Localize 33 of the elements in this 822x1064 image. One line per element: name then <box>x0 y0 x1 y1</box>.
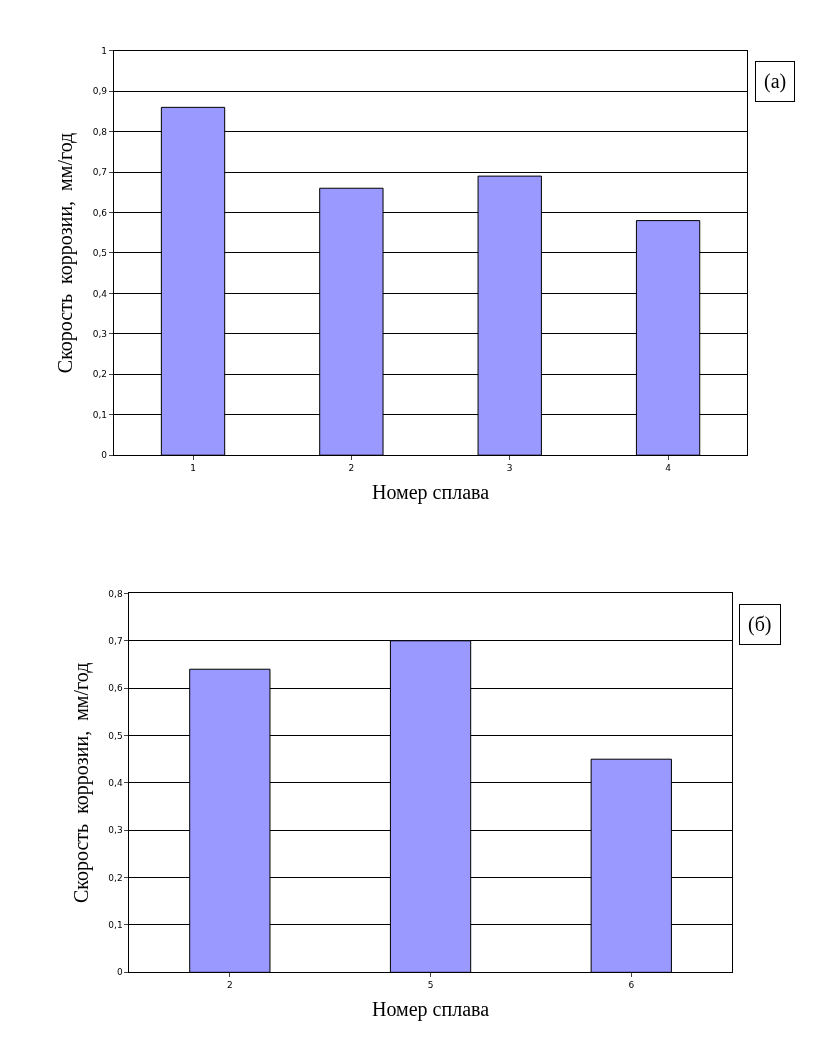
y-tick-label: 0,3 <box>108 825 123 836</box>
text: (б) <box>748 613 772 636</box>
x-tick-label: 4 <box>665 463 672 473</box>
y-tick-label: 0,7 <box>108 635 123 646</box>
y-tick-label: 0,4 <box>108 778 123 789</box>
y-tick-label: 0,1 <box>92 409 108 420</box>
y-tick-label: 0,2 <box>92 369 108 380</box>
y-axis-title: Скорость коррозии, мм/год <box>69 662 93 904</box>
y-tick-label: 0,7 <box>92 167 108 178</box>
y-tick-label: 0,5 <box>92 248 108 259</box>
y-tick-label: 0,4 <box>92 288 108 299</box>
y-tick-label: 0,8 <box>92 126 108 137</box>
x-axis-title: Номер сплава <box>372 480 490 504</box>
x-tick-label: 2 <box>348 463 355 473</box>
y-tick-label: 0 <box>101 450 108 461</box>
y-tick-label: 0,6 <box>108 683 123 694</box>
x-tick-label: 2 <box>226 980 233 991</box>
y-tick-label: 1 <box>101 45 108 56</box>
x-tick-label: 6 <box>628 980 635 991</box>
y-axis-title: Скорость коррозии, мм/год <box>54 132 78 374</box>
y-tick-label: 0,2 <box>108 872 123 883</box>
y-tick-label: 0,8 <box>108 588 123 599</box>
text: (a) <box>764 70 787 93</box>
y-tick-label: 0,6 <box>92 207 108 218</box>
x-tick-label: 5 <box>427 980 434 991</box>
y-tick-label: 0 <box>116 967 123 978</box>
y-tick-label: 0,9 <box>92 86 108 97</box>
y-tick-label: 0,3 <box>92 329 108 340</box>
y-tick-label: 0,5 <box>108 730 123 741</box>
x-axis-title: Номер сплава <box>372 997 490 1021</box>
x-tick-label: 1 <box>190 463 196 473</box>
x-tick-label: 3 <box>506 463 513 473</box>
y-tick-label: 0,1 <box>108 920 123 931</box>
